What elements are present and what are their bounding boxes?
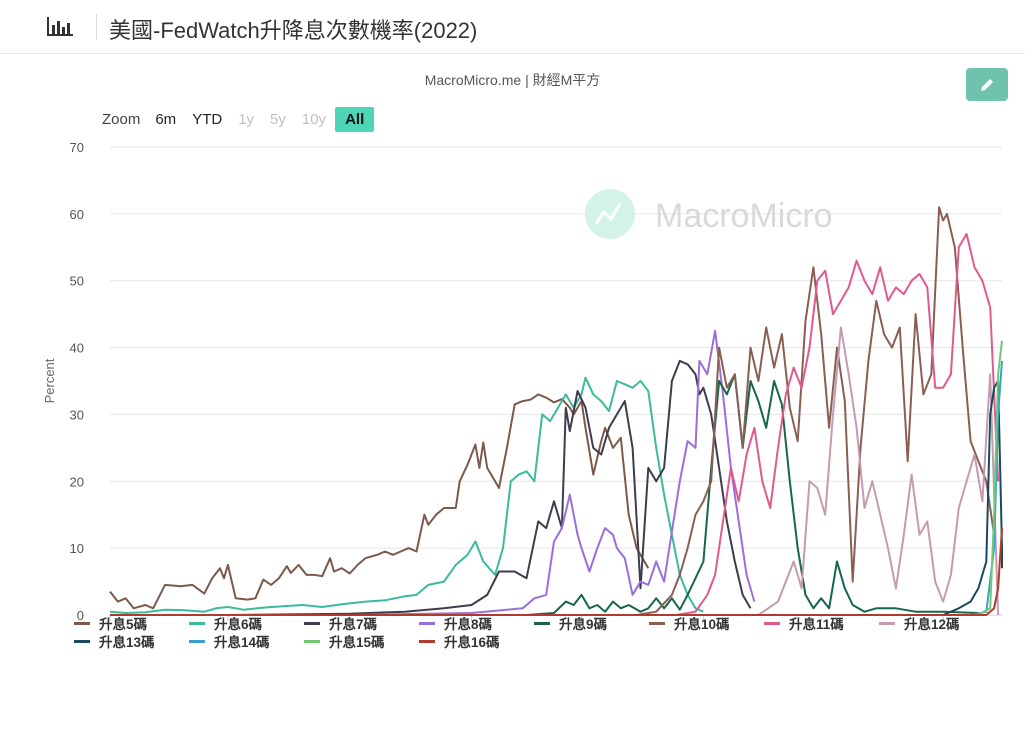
- series-line: [110, 359, 752, 616]
- legend-swatch: [649, 621, 665, 625]
- zoom-all-button[interactable]: All: [335, 106, 375, 132]
- y-tick-label: 20: [70, 474, 84, 489]
- legend-label: 升息7碼: [329, 617, 378, 632]
- legend-swatch: [189, 639, 205, 643]
- chart-panel: MacroMicro.me | 財經M平方 Zoom 6m YTD 1y 5y …: [0, 54, 1025, 743]
- legend-item[interactable]: 升息10碼: [649, 614, 764, 632]
- legend-item[interactable]: 升息8碼: [419, 614, 534, 632]
- legend-item[interactable]: 升息12碼: [879, 614, 994, 632]
- series-line: [110, 329, 756, 616]
- edit-button[interactable]: [966, 68, 1008, 101]
- series-layer: [109, 206, 1003, 616]
- watermark-text: MacroMicro: [655, 197, 833, 235]
- legend-item[interactable]: 升息7碼: [304, 614, 419, 632]
- zoom-10y-button[interactable]: 10y: [301, 110, 327, 128]
- watermark: MacroMicro: [585, 189, 833, 239]
- y-axis-label: Percent: [42, 358, 57, 403]
- line-chart: MacroMicro 010203040506070Nov '21Dec '21…: [42, 140, 1003, 623]
- series-line: [110, 340, 1003, 616]
- bar-chart-icon[interactable]: [46, 17, 74, 37]
- legend-item[interactable]: 升息16碼: [419, 632, 534, 650]
- y-tick-label: 0: [77, 608, 84, 623]
- series-line: [109, 376, 704, 614]
- zoom-selector: Zoom 6m YTD 1y 5y 10y All: [102, 104, 376, 134]
- legend-swatch: [419, 639, 435, 643]
- series-line: [110, 360, 1003, 616]
- y-tick-label: 60: [70, 207, 84, 222]
- chart-legend: 升息5碼 升息6碼 升息7碼 升息8碼 升息9碼 升息10碼 升息11碼 升息12碼升息13碼…: [74, 614, 994, 650]
- series-line: [110, 380, 1003, 616]
- legend-item[interactable]: 升息13碼: [74, 632, 189, 650]
- y-tick-label: 30: [70, 407, 84, 422]
- legend-label: 升息12碼: [904, 617, 960, 632]
- legend-label: 升息11碼: [789, 617, 844, 632]
- page-header: 美國-FedWatch升降息次數機率(2022): [0, 0, 1025, 54]
- y-tick-label: 40: [70, 341, 84, 356]
- axis-layer: 010203040506070Nov '21Dec '21Jan '22Feb …: [42, 140, 944, 623]
- series-line: [110, 528, 1003, 616]
- legend-swatch: [419, 621, 435, 625]
- legend-swatch: [304, 639, 320, 643]
- series-line: [110, 232, 1000, 616]
- header-divider: [96, 14, 97, 40]
- legend-swatch: [764, 621, 780, 625]
- series-line: [110, 206, 996, 616]
- zoom-label: Zoom: [102, 110, 141, 128]
- legend-label: 升息13碼: [99, 635, 155, 650]
- legend-item[interactable]: 升息5碼: [74, 614, 189, 632]
- grid-layer: [110, 146, 1002, 616]
- legend-swatch: [534, 621, 550, 625]
- legend-swatch: [304, 621, 320, 625]
- y-tick-label: 10: [70, 541, 84, 556]
- legend-item[interactable]: 升息6碼: [189, 614, 304, 632]
- legend-label: 升息5碼: [99, 617, 148, 632]
- page-title: 美國-FedWatch升降息次數機率(2022): [109, 18, 478, 43]
- legend-swatch: [189, 621, 205, 625]
- pencil-icon: [981, 78, 993, 91]
- zoom-5y-button[interactable]: 5y: [270, 110, 286, 128]
- legend-swatch: [879, 621, 895, 625]
- series-line: [109, 393, 650, 610]
- legend-item[interactable]: 升息15碼: [304, 632, 419, 650]
- y-tick-label: 70: [70, 140, 84, 155]
- zoom-6m-button[interactable]: 6m: [155, 110, 177, 128]
- legend-label: 升息14碼: [214, 635, 270, 650]
- chart-source: MacroMicro.me | 財經M平方: [424, 72, 601, 88]
- legend-swatch: [74, 621, 90, 625]
- legend-swatch: [74, 639, 90, 643]
- zoom-ytd-button[interactable]: YTD: [192, 110, 223, 128]
- legend-label: 升息6碼: [214, 617, 263, 632]
- zoom-1y-button[interactable]: 1y: [238, 110, 255, 128]
- series-line: [110, 326, 1000, 616]
- legend-label: 升息15碼: [329, 635, 385, 650]
- legend-label: 升息10碼: [674, 617, 730, 632]
- series-line: [110, 373, 979, 616]
- legend-item[interactable]: 升息14碼: [189, 632, 304, 650]
- y-tick-label: 50: [70, 274, 84, 289]
- legend-label: 升息9碼: [559, 617, 608, 632]
- legend-item[interactable]: 升息11碼: [764, 614, 879, 632]
- legend-item[interactable]: 升息9碼: [534, 614, 649, 632]
- legend-label: 升息8碼: [444, 617, 493, 632]
- legend-label: 升息16碼: [444, 635, 500, 650]
